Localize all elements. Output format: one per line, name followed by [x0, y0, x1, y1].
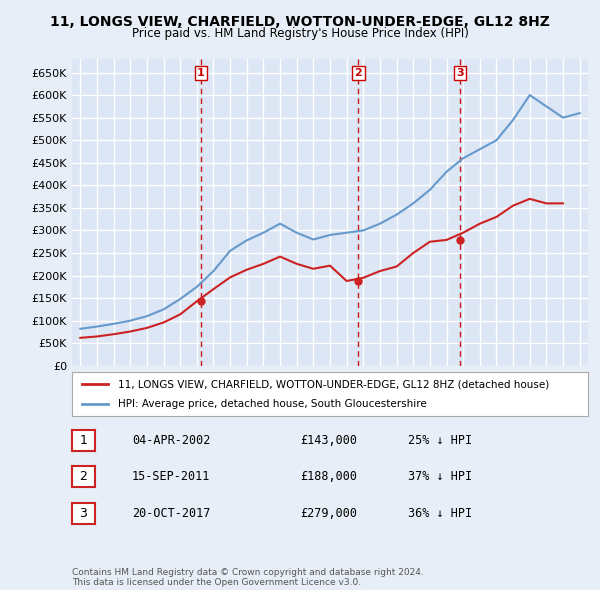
- Text: 3: 3: [79, 507, 88, 520]
- Text: 36% ↓ HPI: 36% ↓ HPI: [408, 507, 472, 520]
- Text: This data is licensed under the Open Government Licence v3.0.: This data is licensed under the Open Gov…: [72, 578, 361, 587]
- Text: 11, LONGS VIEW, CHARFIELD, WOTTON-UNDER-EDGE, GL12 8HZ: 11, LONGS VIEW, CHARFIELD, WOTTON-UNDER-…: [50, 15, 550, 29]
- Text: 2: 2: [355, 68, 362, 78]
- Text: 25% ↓ HPI: 25% ↓ HPI: [408, 434, 472, 447]
- Text: 11, LONGS VIEW, CHARFIELD, WOTTON-UNDER-EDGE, GL12 8HZ (detached house): 11, LONGS VIEW, CHARFIELD, WOTTON-UNDER-…: [118, 379, 550, 389]
- Text: £188,000: £188,000: [300, 470, 357, 483]
- Text: £279,000: £279,000: [300, 507, 357, 520]
- Text: 37% ↓ HPI: 37% ↓ HPI: [408, 470, 472, 483]
- Text: 2: 2: [79, 470, 88, 483]
- Text: 20-OCT-2017: 20-OCT-2017: [132, 507, 211, 520]
- Text: 1: 1: [79, 434, 88, 447]
- Text: Price paid vs. HM Land Registry's House Price Index (HPI): Price paid vs. HM Land Registry's House …: [131, 27, 469, 40]
- Text: 1: 1: [197, 68, 205, 78]
- Text: 04-APR-2002: 04-APR-2002: [132, 434, 211, 447]
- Text: £143,000: £143,000: [300, 434, 357, 447]
- Text: 15-SEP-2011: 15-SEP-2011: [132, 470, 211, 483]
- Text: HPI: Average price, detached house, South Gloucestershire: HPI: Average price, detached house, Sout…: [118, 399, 427, 408]
- Text: 3: 3: [456, 68, 463, 78]
- Text: Contains HM Land Registry data © Crown copyright and database right 2024.: Contains HM Land Registry data © Crown c…: [72, 568, 424, 577]
